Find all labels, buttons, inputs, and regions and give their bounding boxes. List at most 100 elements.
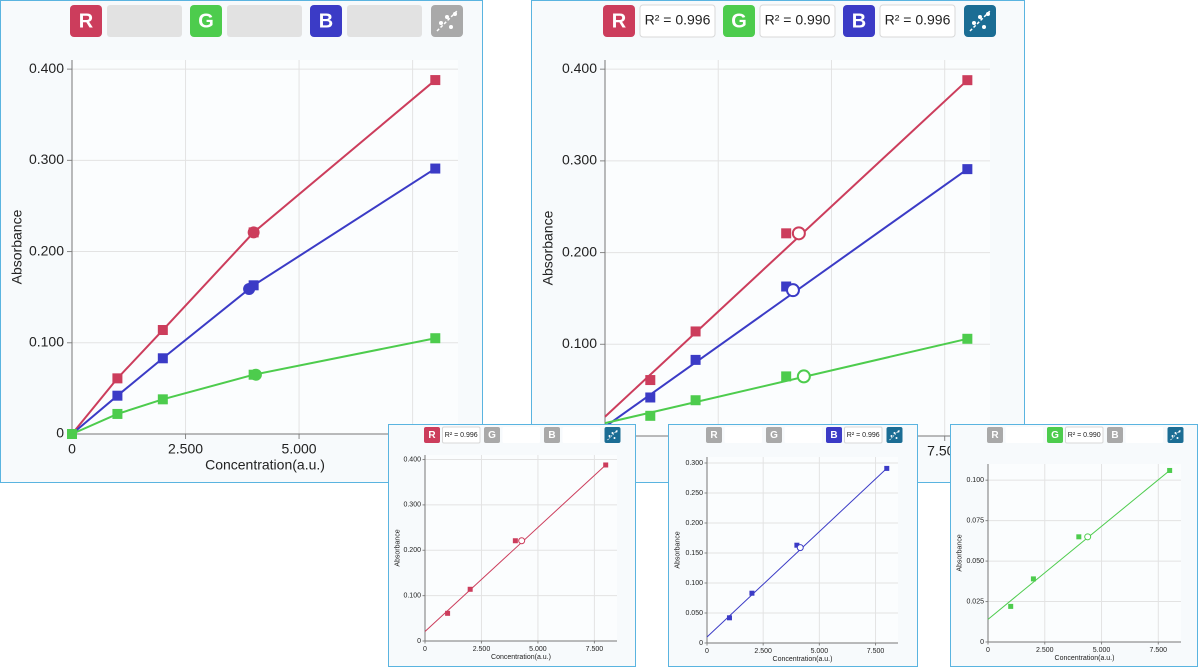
channel-button[interactable]	[310, 5, 342, 37]
y-tick-label: 0.050	[685, 610, 703, 617]
y-axis-title: Absorbance	[956, 534, 963, 571]
channel-button[interactable]	[544, 427, 560, 443]
chart-panel: 00.1000.2000.3000.40002.5005.0007.500Con…	[531, 0, 1025, 483]
fit-toggle-icon	[982, 25, 986, 29]
y-tick-label: 0.300	[562, 152, 597, 168]
r2-box	[724, 427, 762, 443]
data-point	[1167, 467, 1173, 473]
y-tick-label: 0.075	[966, 517, 984, 524]
y-tick-label: 0	[417, 638, 421, 645]
channel-button-label: B	[548, 430, 555, 441]
fit-line	[604, 79, 969, 418]
sample-point	[796, 369, 811, 384]
fit-toggle-icon	[615, 430, 618, 433]
y-tick-label: 0.025	[966, 598, 984, 605]
data-point	[430, 75, 441, 86]
chart-panel: 0 0.025 0.050 0.075 0.100 0 2.500 5.000 7.500 Con…	[950, 424, 1198, 667]
data-point	[157, 325, 168, 336]
x-tick-label: 0	[705, 648, 709, 655]
r2-box	[1125, 427, 1163, 443]
data-point	[781, 371, 792, 382]
x-tick-label: 2.500	[1036, 647, 1054, 654]
channel-button[interactable]	[843, 5, 875, 37]
y-axis-title: Absorbance	[9, 209, 25, 284]
fit-line	[706, 468, 888, 638]
fit-toggle-icon	[608, 435, 611, 437]
channel-button[interactable]	[1047, 427, 1063, 443]
y-tick-label: 0	[699, 640, 703, 647]
y-axis-title: Absorbance	[540, 210, 556, 285]
channel-button[interactable]	[424, 427, 440, 443]
fit-toggle-icon	[972, 21, 976, 25]
y-tick-label: 0.400	[562, 60, 597, 76]
channel-button-label: G	[770, 430, 778, 441]
y-axis-title: Absorbance	[394, 529, 401, 566]
fit-toggle-icon	[897, 430, 900, 433]
fit-toggle-button[interactable]	[431, 5, 463, 37]
data-point	[157, 394, 168, 405]
sample-point	[518, 537, 526, 545]
data-point	[112, 408, 123, 419]
channel-button[interactable]	[706, 427, 722, 443]
r2-label: R² = 0.996	[645, 12, 711, 28]
sample-point	[249, 368, 262, 381]
y-tick-label: 0.100	[562, 335, 597, 351]
chart: 00.1000.2000.3000.40002.5005.0007.500Con…	[9, 5, 463, 473]
sample-point	[247, 226, 260, 239]
channel-button-label: B	[830, 430, 837, 441]
channel-button-label: B	[1111, 430, 1118, 441]
channel-button[interactable]	[826, 427, 842, 443]
channel-button[interactable]	[484, 427, 500, 443]
channel-button[interactable]	[190, 5, 222, 37]
fit-toggle-button[interactable]	[604, 427, 621, 443]
channel-button-label: G	[488, 430, 496, 441]
fit-toggle-button[interactable]	[886, 427, 903, 443]
r2-box	[759, 4, 836, 38]
x-axis-title: Concentration(a.u.)	[773, 656, 833, 663]
fit-toggle-button[interactable]	[1167, 427, 1184, 443]
channel-button-label: G	[198, 10, 214, 32]
plot-area	[988, 464, 1181, 642]
r2-box	[844, 426, 883, 444]
data-point	[1030, 576, 1036, 582]
x-tick-label: 2.500	[168, 441, 203, 457]
y-tick-label: 0.300	[29, 151, 64, 167]
channel-button[interactable]	[987, 427, 1003, 443]
fit-toggle-button[interactable]	[964, 5, 996, 37]
y-tick-label: 0.100	[403, 592, 421, 599]
y-tick-label: 0.100	[966, 477, 984, 484]
data-point	[645, 392, 656, 403]
fit-toggle-icon	[1176, 437, 1179, 439]
r2-box	[107, 5, 182, 37]
y-tick-label: 0.100	[29, 333, 64, 349]
channel-button[interactable]	[1107, 427, 1123, 443]
channel-button[interactable]	[766, 427, 782, 443]
y-tick-label: 0.100	[685, 580, 703, 587]
y-axis-title: Absorbance	[674, 531, 681, 568]
x-tick-label: 5.000	[811, 648, 829, 655]
r2-box	[879, 4, 956, 38]
data-point	[749, 590, 755, 596]
r2-label: R² = 0.996	[885, 12, 951, 28]
channel-button-label: B	[852, 10, 866, 32]
x-tick-label: 5.000	[529, 646, 547, 653]
data-point	[67, 429, 77, 439]
channel-button[interactable]	[603, 5, 635, 37]
data-point	[645, 410, 656, 421]
data-point	[884, 465, 890, 471]
chart-panel: 0 0.050 0.100 0.150 0.200 0.250 0.300 0 2.500 5.0…	[668, 424, 918, 667]
x-tick-label: 2.500	[473, 646, 491, 653]
chart: 0 0.050 0.100 0.150 0.200 0.250 0.300 0 2.500 5.0…	[674, 426, 903, 663]
y-tick-label: 0.200	[403, 547, 421, 554]
r2-box	[227, 5, 302, 37]
channel-button[interactable]	[70, 5, 102, 37]
data-point	[112, 373, 123, 384]
channel-button[interactable]	[723, 5, 755, 37]
channel-button-label: R	[79, 10, 94, 32]
r2-box	[784, 427, 822, 443]
y-tick-label: 0.300	[685, 460, 703, 467]
